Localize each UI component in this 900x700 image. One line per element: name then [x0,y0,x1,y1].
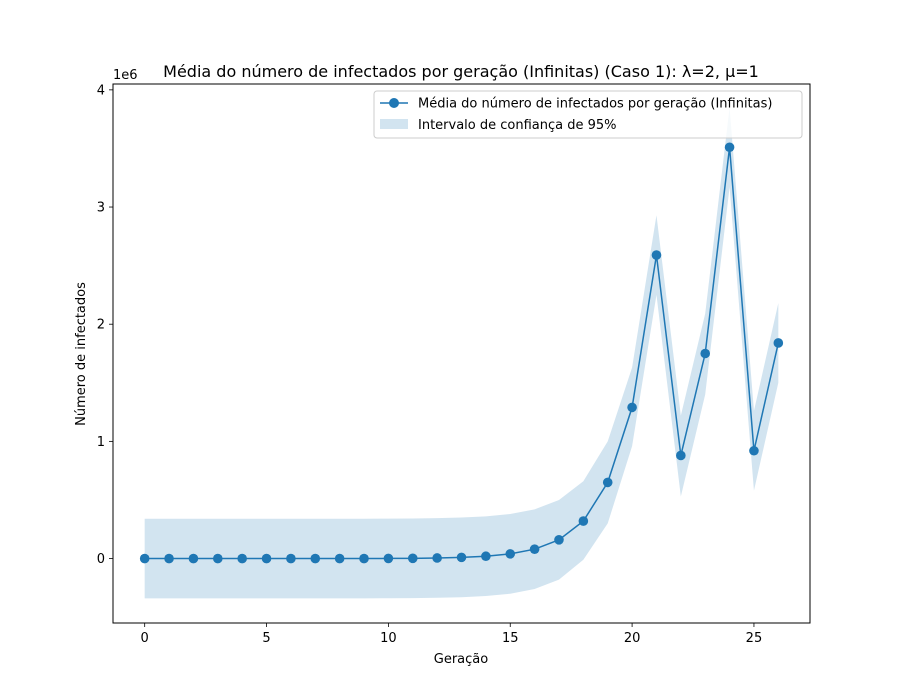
data-point [627,402,637,413]
data-point [700,348,711,359]
x-tick-label: 25 [746,631,763,646]
x-tick-label: 20 [624,631,641,646]
y-axis-label: Número de infectados [74,282,89,426]
y-tick-label: 2 [97,318,105,333]
legend-band-swatch [380,119,408,129]
y-tick-label: 1 [97,435,105,450]
data-point [529,544,540,554]
data-point [286,553,296,564]
data-point [505,549,516,559]
data-point [676,450,686,461]
data-point [359,553,369,564]
legend-band-label: Intervalo de confiança de 95% [418,118,617,133]
confidence-band-layer [144,107,779,599]
y-tick-label: 0 [97,552,105,567]
data-point [407,553,418,564]
data-point [602,477,613,488]
y-tick-layer: 0 1 2 3 4 [97,83,113,567]
x-axis-label: Geração [434,652,488,667]
data-point [212,553,223,564]
data-point [432,553,442,563]
data-point [237,553,247,564]
data-point [261,553,272,564]
data-point [139,553,150,564]
x-tick-label: 10 [380,631,397,646]
data-point [554,535,564,545]
confidence-band [144,107,779,599]
x-tick-label: 0 [141,631,149,646]
y-tick-label: 3 [97,201,105,216]
data-point [456,552,467,563]
series-marker-layer [139,142,784,564]
y-scale-label: 1e6 [113,68,138,83]
data-point [383,553,394,564]
chart-title: Média do número de infectados por geraçã… [163,62,759,81]
data-point [724,142,735,153]
data-point [481,551,491,562]
data-point [773,338,784,348]
data-point [310,553,321,564]
x-tick-label: 15 [502,631,519,646]
data-point [749,445,759,456]
data-point [578,516,589,526]
data-point [334,553,345,564]
data-point [164,553,174,564]
legend-series-label: Média do número de infectados por geraçã… [418,97,772,112]
x-tick-label: 5 [262,631,270,646]
data-point [188,553,199,564]
legend-marker-swatch [389,98,399,108]
x-tick-layer: 0 5 10 15 20 25 [141,623,763,646]
legend: Média do número de infectados por geraçã… [373,90,803,139]
legend-box [373,90,803,139]
data-point [651,250,662,260]
plot-frame [112,83,811,624]
y-tick-label: 4 [97,83,105,98]
